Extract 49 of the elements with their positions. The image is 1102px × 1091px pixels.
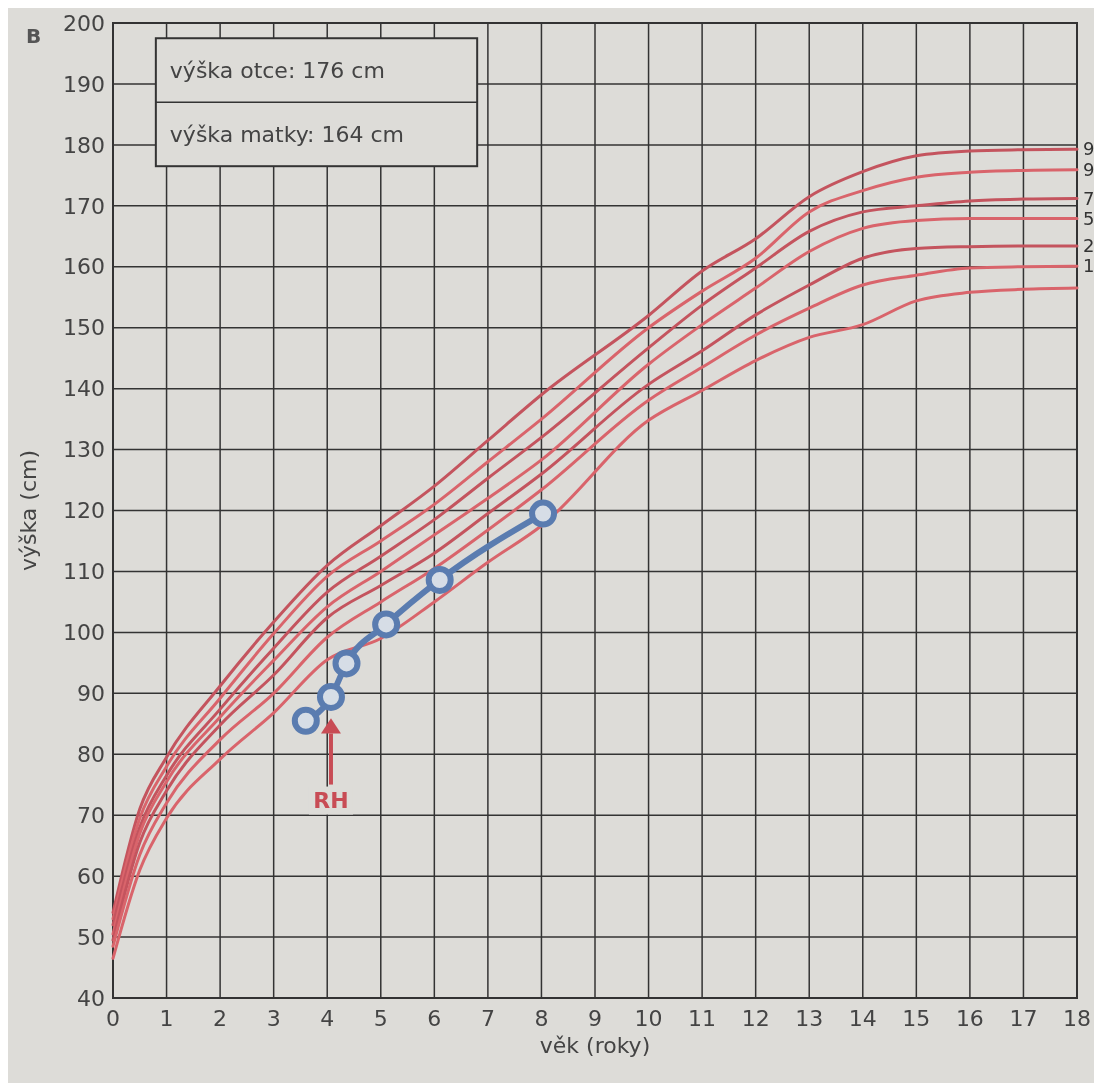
y-tick-label: 160 xyxy=(63,254,105,280)
y-tick-label: 200 xyxy=(63,10,105,36)
x-tick-label: 18 xyxy=(1063,1006,1091,1031)
y-tick-label: 140 xyxy=(63,376,105,402)
y-tick-label: 130 xyxy=(63,437,105,463)
x-tick-label: 11 xyxy=(688,1006,717,1031)
y-tick-label: 190 xyxy=(63,71,105,97)
x-tick-label: 9 xyxy=(588,1006,602,1031)
y-tick-label: 100 xyxy=(63,620,105,646)
y-tick-label: 70 xyxy=(77,802,105,828)
x-tick-label: 4 xyxy=(320,1006,335,1031)
series-label: 2 xyxy=(1083,235,1095,257)
series-label: 7 xyxy=(1083,187,1095,209)
x-axis-title: věk (roky) xyxy=(539,1033,651,1058)
x-tick-label: 17 xyxy=(1009,1006,1038,1031)
note-box: výška otce: 176 cm výška matky: 164 cm xyxy=(154,37,479,168)
x-tick-label: 15 xyxy=(902,1006,931,1031)
text: B xyxy=(26,24,42,48)
x-tick-label: 1 xyxy=(159,1006,174,1031)
x-tick-label: 12 xyxy=(741,1006,770,1031)
series-label: 5 xyxy=(1083,207,1095,229)
x-tick-label: 0 xyxy=(106,1006,120,1031)
x-tick-label: 8 xyxy=(534,1006,549,1031)
y-tick-label: 180 xyxy=(63,132,105,158)
x-tick-label: 7 xyxy=(480,1006,495,1031)
annotation: výška otce: 176 cm xyxy=(169,57,385,83)
y-tick-label: 170 xyxy=(63,193,105,219)
annotation: RH xyxy=(313,788,349,814)
x-tick-label: 13 xyxy=(795,1006,824,1031)
y-tick-label: 40 xyxy=(77,985,105,1011)
series-label: 1 xyxy=(1083,255,1095,277)
annotation: výška matky: 164 cm xyxy=(169,121,405,147)
x-tick-label: 6 xyxy=(427,1006,442,1031)
y-tick-label: 120 xyxy=(63,498,105,524)
x-tick-label: 10 xyxy=(634,1006,663,1031)
x-tick-label: 16 xyxy=(955,1006,984,1031)
x-tick-label: 3 xyxy=(266,1006,281,1031)
y-tick-label: 150 xyxy=(63,315,105,341)
x-tick-label: 14 xyxy=(848,1006,877,1031)
series-label: 9 xyxy=(1083,138,1095,160)
y-tick-label: 90 xyxy=(77,681,105,707)
y-tick-label: 110 xyxy=(63,559,105,585)
y-axis-title: výška (cm) xyxy=(16,449,41,572)
y-tick-label: 80 xyxy=(77,741,105,767)
y-tick-label: 50 xyxy=(77,924,105,950)
y-tick-label: 60 xyxy=(77,863,105,889)
x-tick-label: 2 xyxy=(213,1006,228,1031)
series-label: 9 xyxy=(1083,159,1095,181)
x-tick-label: 5 xyxy=(373,1006,388,1031)
